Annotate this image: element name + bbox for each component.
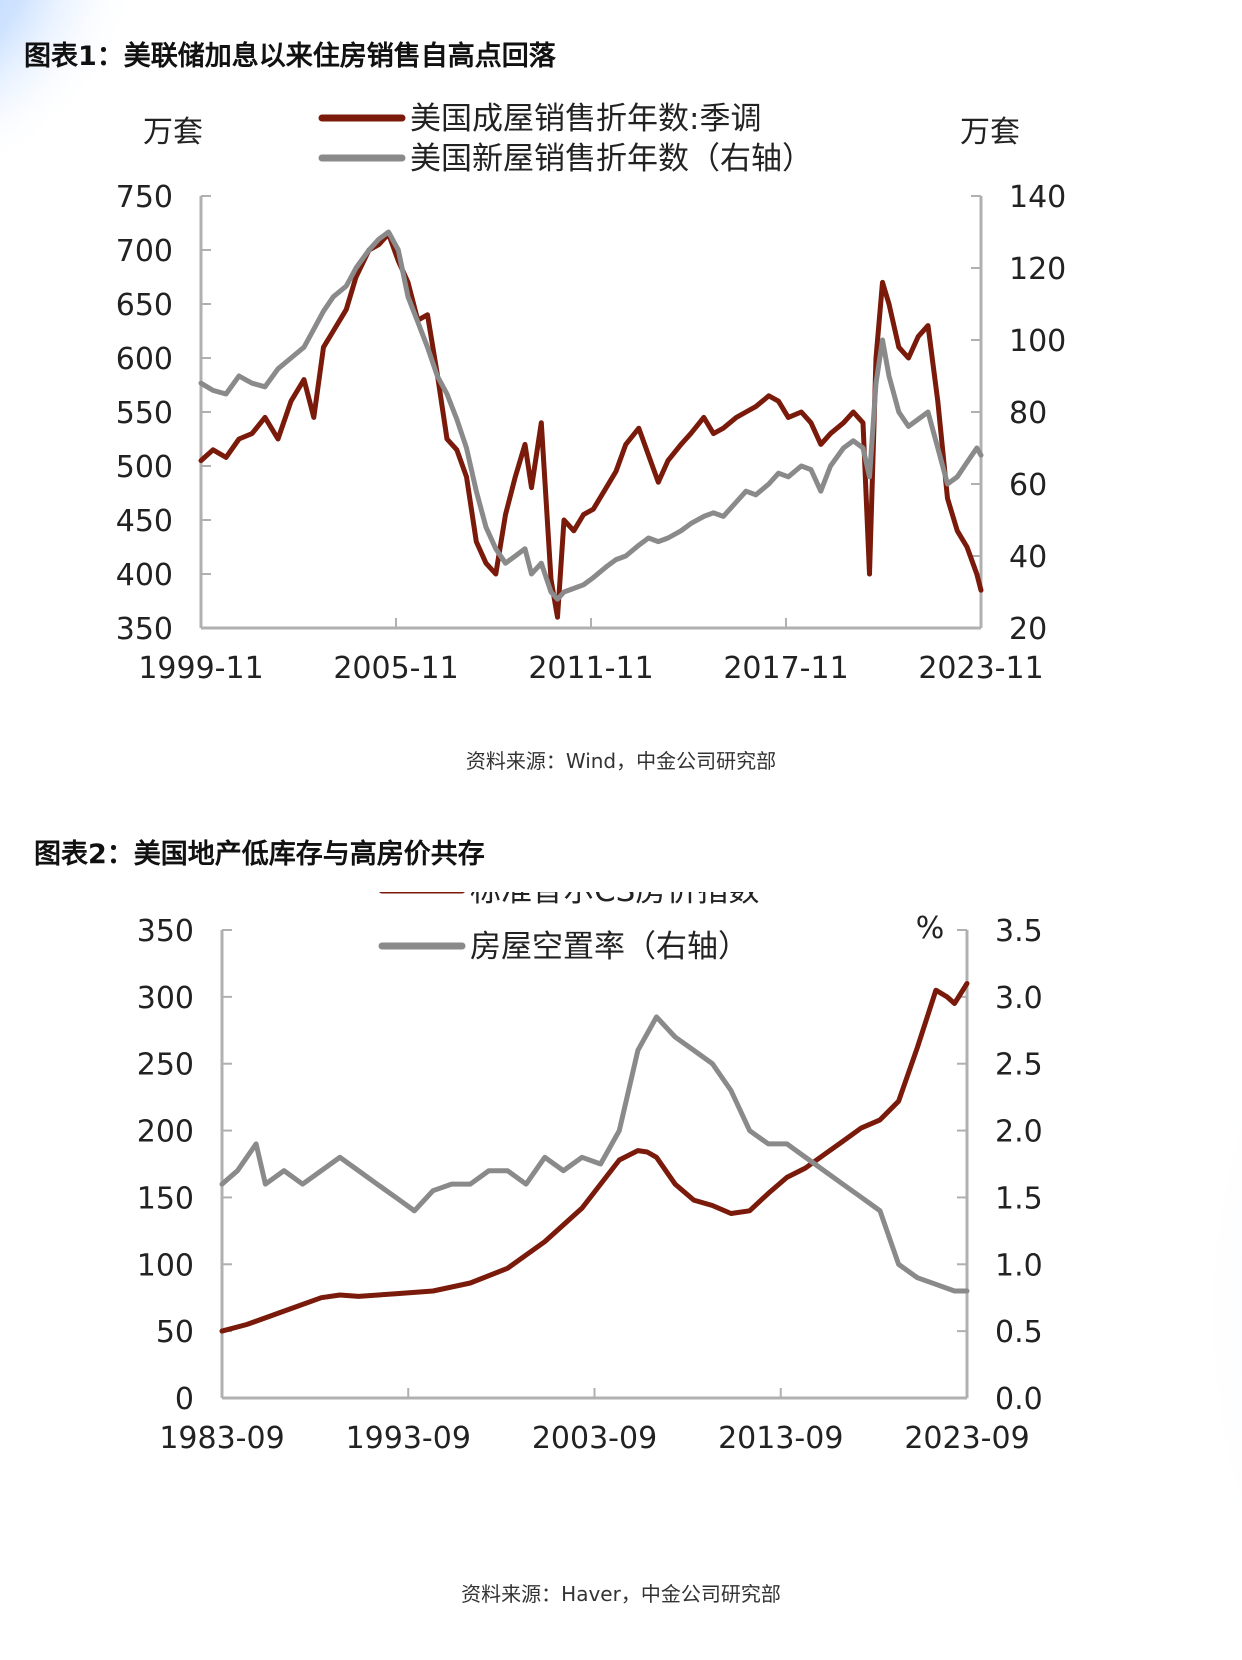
- series-line-secondary: [219, 1014, 970, 1294]
- right-axis-unit: %: [916, 911, 945, 946]
- legend-label: 美国新屋销售折年数（右轴）: [410, 141, 813, 177]
- left-tick-label: 750: [116, 180, 173, 215]
- series-line-secondary: [198, 229, 984, 602]
- left-tick-label: 250: [137, 1048, 194, 1083]
- x-tick-label: 2011-11: [528, 651, 653, 686]
- x-tick-label: 2023-11: [918, 651, 1043, 686]
- chart2-svg: 0 50 100 150 200 250 300 350 0.0 0.5 1.0 1.5 2.0 2.5 3…: [137, 892, 1043, 1456]
- left-tick-label: 700: [116, 234, 173, 269]
- right-tick-label: 20: [1009, 612, 1047, 647]
- right-tick-label: 2.5: [995, 1048, 1043, 1083]
- x-tick-label: 2023-09: [904, 1421, 1029, 1456]
- left-tick-label: 200: [137, 1115, 194, 1150]
- right-tick-label: 60: [1009, 468, 1047, 503]
- left-tick-label: 500: [116, 450, 173, 485]
- x-tick-label: 2013-09: [718, 1421, 843, 1456]
- right-tick-label: 2.0: [995, 1115, 1043, 1150]
- figure2-title: 图表2：美国地产低库存与高房价共存: [34, 839, 485, 870]
- right-tick-label: 100: [1009, 324, 1066, 359]
- legend-label: 房屋空置率（右轴）: [470, 929, 749, 965]
- left-axis-unit: 万套: [143, 115, 203, 150]
- x-tick-label: 1999-11: [138, 651, 263, 686]
- left-tick-label: 550: [116, 396, 173, 431]
- x-tick-label: 2017-11: [723, 651, 848, 686]
- left-tick-label: 350: [137, 914, 194, 949]
- right-tick-label: 3.0: [995, 981, 1043, 1016]
- left-tick-label: 0: [175, 1382, 194, 1417]
- figure2-source: 资料来源：Haver，中金公司研究部: [461, 1582, 781, 1606]
- right-tick-label: 1.0: [995, 1248, 1043, 1283]
- left-tick-label: 300: [137, 981, 194, 1016]
- x-tick-label: 2005-11: [333, 651, 458, 686]
- right-tick-label: 0.5: [995, 1315, 1043, 1350]
- series-line-primary: [219, 981, 970, 1334]
- left-tick-label: 650: [116, 288, 173, 323]
- chart1-panel: 350 400 450 500 550 600 650 700 750 20 40 60 80 100 12…: [100, 84, 1135, 734]
- right-axis-unit: 万套: [960, 115, 1020, 150]
- right-tick-label: 1.5: [995, 1181, 1043, 1216]
- x-tick-label: 1983-09: [159, 1421, 284, 1456]
- left-tick-label: 600: [116, 342, 173, 377]
- left-tick-label: 50: [156, 1315, 194, 1350]
- left-tick-label: 450: [116, 504, 173, 539]
- series-line-primary: [198, 231, 984, 620]
- right-tick-label: 140: [1009, 180, 1066, 215]
- figure1-source: 资料来源：Wind，中金公司研究部: [465, 749, 777, 773]
- legend-label: 美国成屋销售折年数:季调: [410, 101, 761, 137]
- x-tick-label: 1993-09: [346, 1421, 471, 1456]
- left-tick-label: 350: [116, 612, 173, 647]
- figure1-title: 图表1：美联储加息以来住房销售自高点回落: [24, 41, 556, 72]
- right-tick-label: 80: [1009, 396, 1047, 431]
- chart2-panel: 0 50 100 150 200 250 300 350 0.0 0.5 1.0 1.5 2.0 2.5 3…: [100, 892, 1145, 1552]
- right-tick-label: 0.0: [995, 1382, 1043, 1417]
- left-tick-label: 400: [116, 558, 173, 593]
- x-tick-label: 2003-09: [532, 1421, 657, 1456]
- right-tick-label: 40: [1009, 540, 1047, 575]
- legend-label: 标准普尔CS房价指数: [470, 892, 759, 909]
- left-tick-label: 150: [137, 1181, 194, 1216]
- right-tick-label: 3.5: [995, 914, 1043, 949]
- right-tick-label: 120: [1009, 252, 1066, 287]
- left-tick-label: 100: [137, 1248, 194, 1283]
- chart1-svg: 350 400 450 500 550 600 650 700 750 20 40 60 80 100 12…: [116, 101, 1067, 686]
